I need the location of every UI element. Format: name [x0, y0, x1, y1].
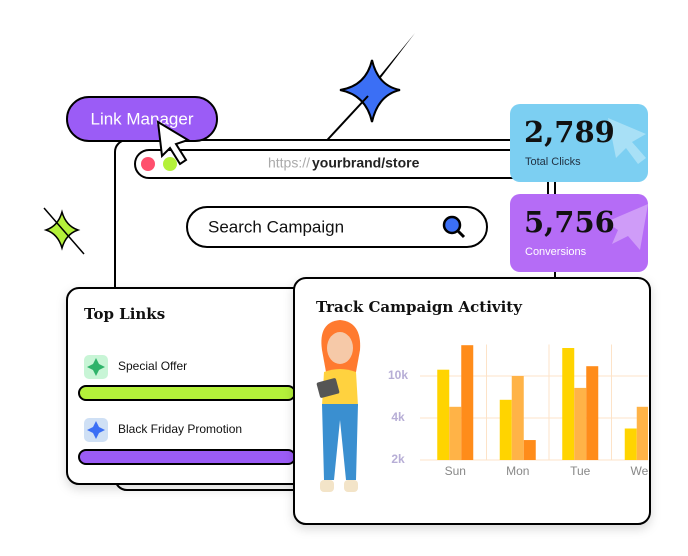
x-tick-label: Wed	[631, 464, 655, 478]
bar	[624, 428, 637, 460]
chart: 2k 4k 10k Sun Mon Tue Wed	[388, 344, 655, 478]
bar	[523, 440, 536, 460]
x-tick-label: Mon	[506, 464, 529, 478]
url-scheme: https://	[268, 155, 310, 171]
stat-label: Total Clicks	[525, 156, 581, 168]
url-path: yourbrand/store	[312, 155, 420, 171]
stat-card	[510, 194, 648, 272]
x-tick-label: Sun	[445, 464, 466, 478]
stat-value: 5,756	[524, 205, 615, 239]
bar	[499, 399, 512, 460]
bar	[574, 387, 587, 460]
link-label[interactable]: Black Friday Promotion	[118, 422, 242, 436]
link-manager-button[interactable]	[66, 96, 218, 142]
star-ray	[43, 207, 85, 255]
stat-value: 2,789	[524, 115, 615, 149]
link-manager-label: Link Manager	[90, 109, 193, 128]
card-icon	[608, 118, 646, 164]
y-tick-label: 2k	[391, 452, 405, 466]
star-ray	[370, 33, 415, 92]
search-icon[interactable]	[442, 215, 462, 235]
link-bar	[78, 449, 296, 465]
bar	[511, 376, 524, 460]
y-tick-label: 10k	[388, 368, 408, 382]
bar	[636, 406, 648, 460]
top-links-title: Top Links	[84, 305, 165, 323]
bar	[449, 406, 462, 460]
search-bar[interactable]	[186, 206, 488, 248]
card-icon	[606, 204, 648, 250]
stat-label: Conversions	[525, 246, 587, 258]
link-bar	[78, 385, 296, 401]
x-tick-label: Tue	[570, 464, 591, 478]
search-icon	[456, 229, 466, 239]
bar	[437, 369, 450, 460]
character	[316, 320, 361, 492]
link-label[interactable]: Special Offer	[118, 359, 187, 373]
search-placeholder: Search Campaign	[208, 217, 344, 236]
window-dot	[141, 157, 155, 171]
cursor	[156, 120, 191, 166]
bar	[461, 345, 474, 460]
link-icon	[87, 358, 105, 376]
link-icon	[87, 421, 105, 439]
window-dot	[163, 157, 177, 171]
green-star	[43, 209, 81, 251]
chart-title: Track Campaign Activity	[316, 298, 523, 316]
y-tick-label: 4k	[391, 410, 405, 424]
bar	[586, 366, 599, 460]
bar	[562, 348, 575, 460]
blue-star	[339, 59, 401, 123]
